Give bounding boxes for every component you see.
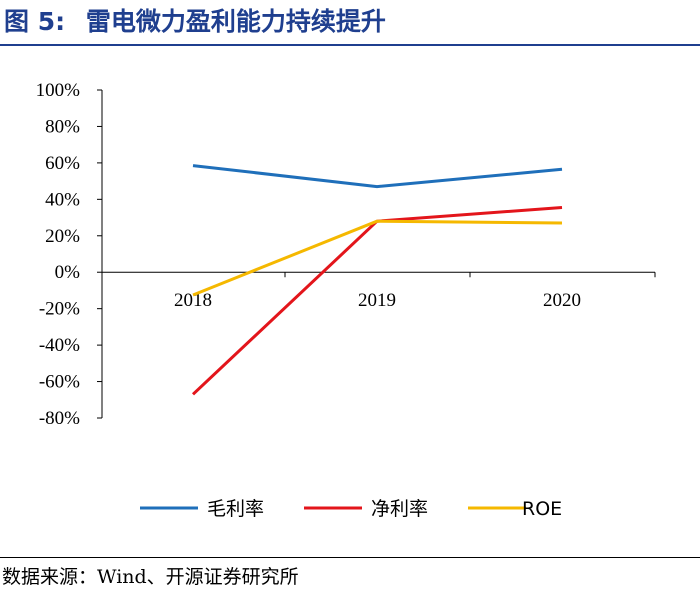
legend-label: 净利率 — [371, 498, 428, 520]
x-tick-label: 2018 — [174, 290, 212, 311]
source-text: Wind、开源证券研究所 — [97, 566, 299, 588]
line-chart: 100%80%60%40%20%0%-20%-40%-60%-80% 2018 2… — [36, 80, 656, 520]
y-tick-label: -80% — [39, 408, 80, 429]
y-tick-label: -60% — [39, 372, 80, 393]
y-tick-label: 100% — [36, 80, 81, 101]
figure-title-text: 雷电微力盈利能力持续提升 — [85, 7, 386, 36]
y-tick-label: 40% — [45, 189, 80, 210]
x-tick-label: 2019 — [358, 290, 396, 311]
y-tick-label: 60% — [45, 153, 80, 174]
source-note: 数据来源：Wind、开源证券研究所 — [2, 563, 698, 591]
x-tick-label: 2020 — [543, 290, 581, 311]
legend-label: ROE — [522, 498, 562, 520]
x-axis: 2018 2019 2020 — [101, 271, 656, 311]
figure-number: 图 5: — [4, 7, 66, 36]
y-tick-label: -40% — [39, 335, 80, 356]
source-divider — [0, 557, 700, 558]
figure-title: 图 5: 雷电微力盈利能力持续提升 — [4, 4, 696, 40]
source-label: 数据来源： — [2, 566, 98, 588]
y-axis: 100% 80% 60% 40% 20% 0% -20% -40% -60% -80% — [36, 80, 103, 429]
title-divider — [0, 44, 700, 46]
series-lines — [191, 164, 563, 396]
legend-label: 毛利率 — [207, 498, 264, 520]
y-tick-label: -20% — [39, 299, 80, 320]
y-tick-label: 0% — [55, 262, 81, 283]
series-line-1 — [192, 164, 563, 189]
y-tick-label: 20% — [45, 226, 80, 247]
y-tick-label: 80% — [45, 116, 80, 137]
series-line-3 — [192, 219, 563, 297]
legend: 毛利率 净利率 ROE — [140, 498, 562, 520]
